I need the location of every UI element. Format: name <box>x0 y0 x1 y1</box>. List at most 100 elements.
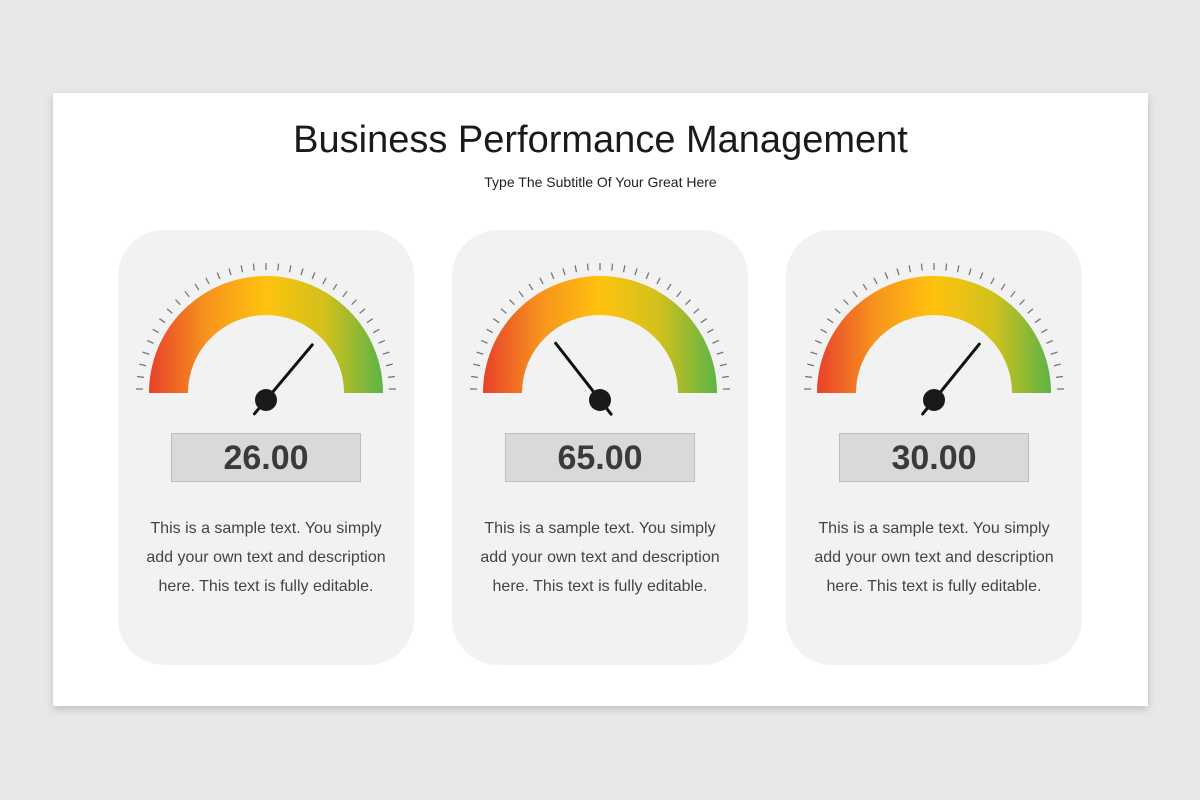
gauge-tick <box>896 268 900 276</box>
card-description: This is a sample text. You simply add yo… <box>814 520 1054 595</box>
gauge-tick <box>473 363 481 367</box>
slide: Business Performance Management Type The… <box>53 93 1148 706</box>
gauge-tick <box>1050 351 1058 355</box>
gauge-tick <box>486 328 494 334</box>
gauge-tick <box>470 375 479 378</box>
gauge-tick <box>814 339 822 344</box>
gauge-tick <box>216 272 221 280</box>
gauge-3 <box>804 263 1064 416</box>
gauge-tick <box>586 263 589 271</box>
gauge-tick <box>810 351 818 355</box>
gauge-tick <box>719 363 727 367</box>
gauge-value: 30.00 <box>839 433 1029 482</box>
gauge-tick <box>146 339 154 344</box>
gauge-tick <box>1000 283 1006 291</box>
gauge-tick <box>712 339 720 344</box>
gauge-tick <box>300 268 304 276</box>
gauge-tick <box>666 283 672 291</box>
gauge-tick <box>685 299 691 306</box>
card-description: This is a sample text. You simply add yo… <box>480 520 720 595</box>
gauge-tick <box>205 277 210 285</box>
gauge-tick <box>562 268 566 276</box>
gauge-tick <box>990 277 995 285</box>
gauge-tick <box>1040 328 1048 334</box>
gauge-tick <box>480 339 488 344</box>
gauge-value: 65.00 <box>505 433 695 482</box>
gauge-tick <box>550 272 555 280</box>
gauge-tick <box>634 268 638 276</box>
gauge-tick <box>979 272 984 280</box>
gauge-tick <box>820 328 828 334</box>
gauge-tick <box>332 283 338 291</box>
gauge-tick <box>252 263 255 271</box>
gauge-tick <box>288 265 292 273</box>
gauge-card-3: 30.00 This is a sample text. You simply … <box>786 230 1082 665</box>
gauge-tick <box>574 265 578 273</box>
gauge-tick <box>1010 290 1016 298</box>
gauge-tick <box>834 308 841 314</box>
gauge-pivot <box>589 389 611 411</box>
gauge-tick <box>500 308 507 314</box>
gauge-tick <box>968 268 972 276</box>
gauge-tick <box>539 277 544 285</box>
gauge-tick <box>676 290 682 298</box>
gauge-tick <box>194 283 200 291</box>
gauge-tick <box>509 299 515 306</box>
gauge-tick <box>158 318 166 324</box>
gauge-arc <box>149 276 383 393</box>
gauge-tick <box>311 272 316 280</box>
gauge-pivot <box>255 389 277 411</box>
gauge-tick <box>277 263 280 271</box>
gauge-card-1: 26.00 This is a sample text. You simply … <box>118 230 414 665</box>
gauge-tick <box>366 318 374 324</box>
gauge-1 <box>136 263 396 416</box>
gauge-tick <box>611 263 614 271</box>
gauge-tick <box>920 263 923 271</box>
gauge-tick <box>1019 299 1025 306</box>
gauge-tick <box>1034 318 1042 324</box>
gauge-card-2: 65.00 This is a sample text. You simply … <box>452 230 748 665</box>
gauge-tick <box>387 375 396 378</box>
gauge-tick <box>1053 363 1061 367</box>
gauge-tick <box>385 363 393 367</box>
gauge-tick <box>351 299 357 306</box>
gauge-tick <box>152 328 160 334</box>
gauge-tick <box>645 272 650 280</box>
gauge-tick <box>372 328 380 334</box>
gauge-tick <box>136 375 145 378</box>
gauge-tick <box>656 277 661 285</box>
gauge-tick <box>622 265 626 273</box>
card-description: This is a sample text. You simply add yo… <box>146 520 386 595</box>
gauge-tick <box>492 318 500 324</box>
gauge-tick <box>1055 375 1064 378</box>
gauge-arc <box>817 276 1051 393</box>
gauge-tick <box>873 277 878 285</box>
page-title: Business Performance Management <box>293 119 908 161</box>
gauge-value: 26.00 <box>171 433 361 482</box>
gauge-2 <box>470 263 730 416</box>
gauge-tick <box>884 272 889 280</box>
gauge-tick <box>518 290 524 298</box>
gauge-tick <box>862 283 868 291</box>
gauge-arc <box>483 276 717 393</box>
gauge-tick <box>139 363 147 367</box>
gauge-tick <box>1027 308 1034 314</box>
gauge-tick <box>528 283 534 291</box>
gauge-tick <box>378 339 386 344</box>
gauge-tick <box>804 375 813 378</box>
gauge-tick <box>240 265 244 273</box>
gauge-pivot <box>923 389 945 411</box>
gauge-tick <box>807 363 815 367</box>
gauge-tick <box>476 351 484 355</box>
gauge-tick <box>843 299 849 306</box>
gauge-tick <box>956 265 960 273</box>
gauge-tick <box>184 290 190 298</box>
gauge-tick <box>826 318 834 324</box>
gauge-tick <box>166 308 173 314</box>
gauge-tick <box>700 318 708 324</box>
gauge-tick <box>142 351 150 355</box>
gauge-tick <box>359 308 366 314</box>
gauge-tick <box>1046 339 1054 344</box>
gauge-tick <box>322 277 327 285</box>
gauge-tick <box>908 265 912 273</box>
